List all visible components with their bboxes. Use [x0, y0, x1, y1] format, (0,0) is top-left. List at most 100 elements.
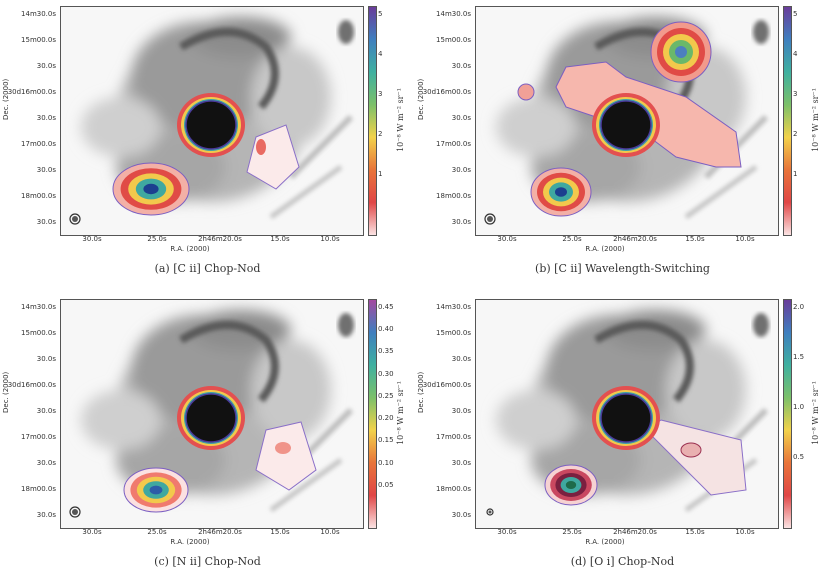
sky-map-image	[484, 17, 769, 225]
ra-tick-label: 2h46m20.0s	[613, 528, 657, 536]
nebula-filament	[178, 321, 279, 403]
dec-tick-label: 17m00.0s	[21, 433, 56, 441]
colorbar-tick-label: 4	[793, 50, 798, 58]
colorbar-unit-label: 10⁻⁸ W m⁻² sr⁻¹	[811, 381, 820, 445]
ra-tick-label: 2h46m20.0s	[198, 528, 242, 536]
colorbar-tick-label: 0.45	[378, 303, 394, 311]
dec-axis-label: Dec. (2000)	[417, 78, 425, 120]
colorbar-tick-label: 5	[378, 10, 383, 18]
dec-tick-label: 30.0s	[36, 459, 56, 467]
colorbar-tick-label: 0.25	[378, 391, 394, 400]
dec-tick-label: 30.0s	[36, 218, 56, 226]
dec-tick-label: 30.0s	[451, 459, 471, 467]
colorbar-tick-label: 0.15	[378, 436, 394, 445]
colorbar-tick-label: 1	[378, 170, 383, 178]
dec-tick-label: 15m00.0s	[21, 36, 56, 44]
ra-tick-label: 10.0s	[735, 235, 755, 243]
dec-tick-label: 30.0s	[451, 218, 471, 226]
saturated-core	[600, 393, 652, 443]
colorbar	[783, 299, 792, 529]
panel-caption: (b) [C ii] Wavelength-Switching	[535, 262, 710, 275]
dec-tick-label: 30.0s	[36, 62, 56, 70]
dec-tick-label: 15m00.0s	[436, 36, 471, 44]
dec-tick-label: 14m30.0s	[436, 303, 471, 311]
colorbar-tick-label: 3	[378, 90, 383, 98]
beam-size-marker	[486, 508, 494, 516]
dec-axis-label: Dec. (2000)	[2, 371, 10, 413]
dec-tick-label: 30.0s	[451, 511, 471, 519]
ra-tick-label: 2h46m20.0s	[198, 235, 242, 243]
dec-tick-label: 18m00.0s	[21, 192, 56, 200]
ra-axis-label: R.A. (2000)	[585, 538, 625, 546]
dec-tick-label: 30d16m00.0s	[422, 381, 471, 389]
ra-tick-label: 25.0s	[562, 528, 582, 536]
sky-map	[60, 299, 364, 529]
dec-tick-label: 18m00.0s	[21, 485, 56, 493]
saturated-core	[185, 393, 237, 443]
beam-size-marker	[69, 506, 81, 518]
ra-tick-label: 15.0s	[685, 235, 705, 243]
colorbar	[368, 299, 377, 529]
ra-tick-label: 30.0s	[82, 235, 102, 243]
dec-tick-label: 30d16m00.0s	[7, 381, 56, 389]
colorbar-tick-label: 5	[793, 10, 798, 18]
colorbar-tick-label: 1.0	[793, 403, 805, 411]
beam-size-marker	[69, 213, 81, 225]
figure-panel: 14m30.0s 15m00.0s 30.0s 30d16m00.0s 30.0s 17m…	[0, 0, 415, 293]
dec-tick-label: 30.0s	[451, 62, 471, 70]
line-emission-overlay	[123, 421, 317, 513]
saturated-core	[600, 100, 652, 150]
ra-tick-label: 10.0s	[735, 528, 755, 536]
ra-tick-label: 10.0s	[320, 528, 340, 536]
colorbar	[368, 6, 377, 236]
ra-tick-label: 30.0s	[497, 235, 517, 243]
ra-tick-label: 25.0s	[562, 235, 582, 243]
colorbar-tick-label: 2	[793, 130, 798, 138]
dec-tick-label: 30d16m00.0s	[7, 88, 56, 96]
dec-tick-label: 17m00.0s	[436, 140, 471, 148]
colorbar-tick-label: 1	[793, 170, 798, 178]
dec-axis-label: Dec. (2000)	[417, 371, 425, 413]
nebula-filament	[593, 321, 694, 403]
ra-tick-label: 15.0s	[270, 235, 290, 243]
sky-map-image	[486, 310, 769, 516]
dec-tick-label: 30d16m00.0s	[422, 88, 471, 96]
dec-tick-label: 15m00.0s	[436, 329, 471, 337]
panel-caption: (a) [C ii] Chop-Nod	[154, 262, 261, 275]
dec-tick-label: 17m00.0s	[436, 433, 471, 441]
ra-tick-label: 15.0s	[270, 528, 290, 536]
dec-tick-label: 30.0s	[36, 407, 56, 415]
dec-tick-label: 18m00.0s	[436, 192, 471, 200]
dec-tick-label: 18m00.0s	[436, 485, 471, 493]
colorbar-tick-label: 3	[793, 90, 798, 98]
dec-tick-label: 14m30.0s	[21, 303, 56, 311]
dec-tick-label: 30.0s	[451, 355, 471, 363]
colorbar-tick-label: 0.20	[378, 414, 394, 423]
panel-caption: (c) [N ii] Chop-Nod	[154, 555, 261, 568]
nebula-filament	[178, 28, 279, 110]
colorbar-tick-label: 0.35	[378, 347, 394, 356]
ra-tick-label: 15.0s	[685, 528, 705, 536]
sky-map-image	[69, 310, 354, 518]
dec-axis-label: Dec. (2000)	[2, 78, 10, 120]
colorbar	[783, 6, 792, 236]
figure-panel: 14m30.0s 15m00.0s 30.0s 30d16m00.0s 30.0s 17m…	[415, 0, 830, 293]
figure-panel: 14m30.0s 15m00.0s 30.0s 30d16m00.0s 30.0s 17m…	[415, 293, 830, 586]
ra-tick-label: 2h46m20.0s	[613, 235, 657, 243]
dec-tick-label: 17m00.0s	[21, 140, 56, 148]
ra-tick-label: 25.0s	[147, 528, 167, 536]
panel-caption: (d) [O i] Chop-Nod	[570, 555, 675, 568]
ra-axis-label: R.A. (2000)	[585, 245, 625, 253]
saturated-core	[185, 100, 237, 150]
figure-panel: 14m30.0s 15m00.0s 30.0s 30d16m00.0s 30.0s 17m…	[0, 293, 415, 586]
ra-tick-label: 30.0s	[497, 528, 517, 536]
dec-tick-label: 14m30.0s	[436, 10, 471, 18]
dec-tick-label: 30.0s	[451, 114, 471, 122]
ra-tick-label: 30.0s	[82, 528, 102, 536]
dec-tick-label: 14m30.0s	[21, 10, 56, 18]
colorbar-tick-label: 2	[378, 130, 383, 138]
colorbar-tick-label: 0.05	[378, 480, 394, 489]
ra-tick-label: 10.0s	[320, 235, 340, 243]
dec-tick-label: 30.0s	[36, 166, 56, 174]
colorbar-tick-label: 2.0	[793, 303, 805, 311]
